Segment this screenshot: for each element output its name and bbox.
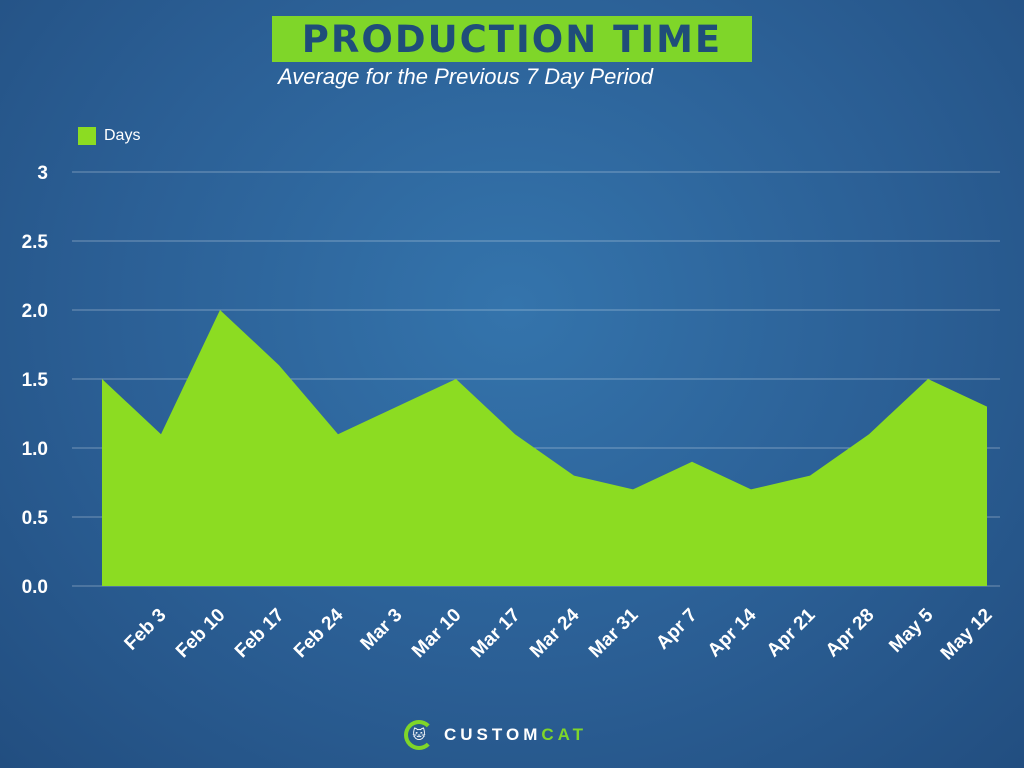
- x-tick-label: Feb 17: [231, 605, 288, 662]
- y-tick-label: 3: [37, 163, 48, 184]
- legend-label: Days: [104, 127, 141, 144]
- x-tick-label: Mar 3: [357, 605, 407, 655]
- x-tick-label: Mar 17: [467, 605, 524, 662]
- customcat-logo: 🐱︎ CUSTOMCAT: [404, 720, 587, 750]
- logo-text: CUSTOMCAT: [444, 725, 587, 745]
- x-tick-label: Feb 24: [290, 604, 348, 662]
- y-tick-label: 0.5: [22, 508, 49, 529]
- area-series-days: [102, 310, 987, 586]
- legend-swatch: [78, 127, 96, 145]
- title-banner: PRODUCTION TIME: [272, 16, 752, 62]
- logo-text-cat: CAT: [541, 725, 588, 744]
- y-tick-label: 1.0: [22, 439, 48, 460]
- x-tick-label: Mar 31: [585, 604, 643, 662]
- chart-title: PRODUCTION TIME: [301, 17, 723, 61]
- x-tick-label: Feb 3: [121, 605, 171, 655]
- x-tick-label: Apr 14: [704, 604, 761, 661]
- x-tick-label: Apr 28: [822, 605, 879, 662]
- legend: Days: [78, 127, 140, 145]
- x-tick-label: Feb 10: [172, 605, 229, 662]
- y-tick-label: 2.0: [22, 301, 48, 322]
- x-tick-label: Apr 7: [652, 605, 701, 654]
- x-tick-label: May 5: [885, 604, 937, 656]
- x-tick-label: May 12: [937, 605, 997, 665]
- y-tick-label: 2.5: [22, 232, 49, 253]
- logo-text-custom: CUSTOM: [444, 725, 542, 744]
- x-tick-label: Mar 24: [526, 604, 584, 662]
- y-tick-label: 0.0: [22, 577, 48, 598]
- chart-subtitle: Average for the Previous 7 Day Period: [278, 64, 654, 89]
- cat-icon: 🐱︎: [404, 720, 434, 750]
- x-tick-label: Apr 21: [763, 604, 820, 661]
- x-tick-label: Mar 10: [408, 605, 465, 662]
- y-tick-label: 1.5: [22, 370, 49, 391]
